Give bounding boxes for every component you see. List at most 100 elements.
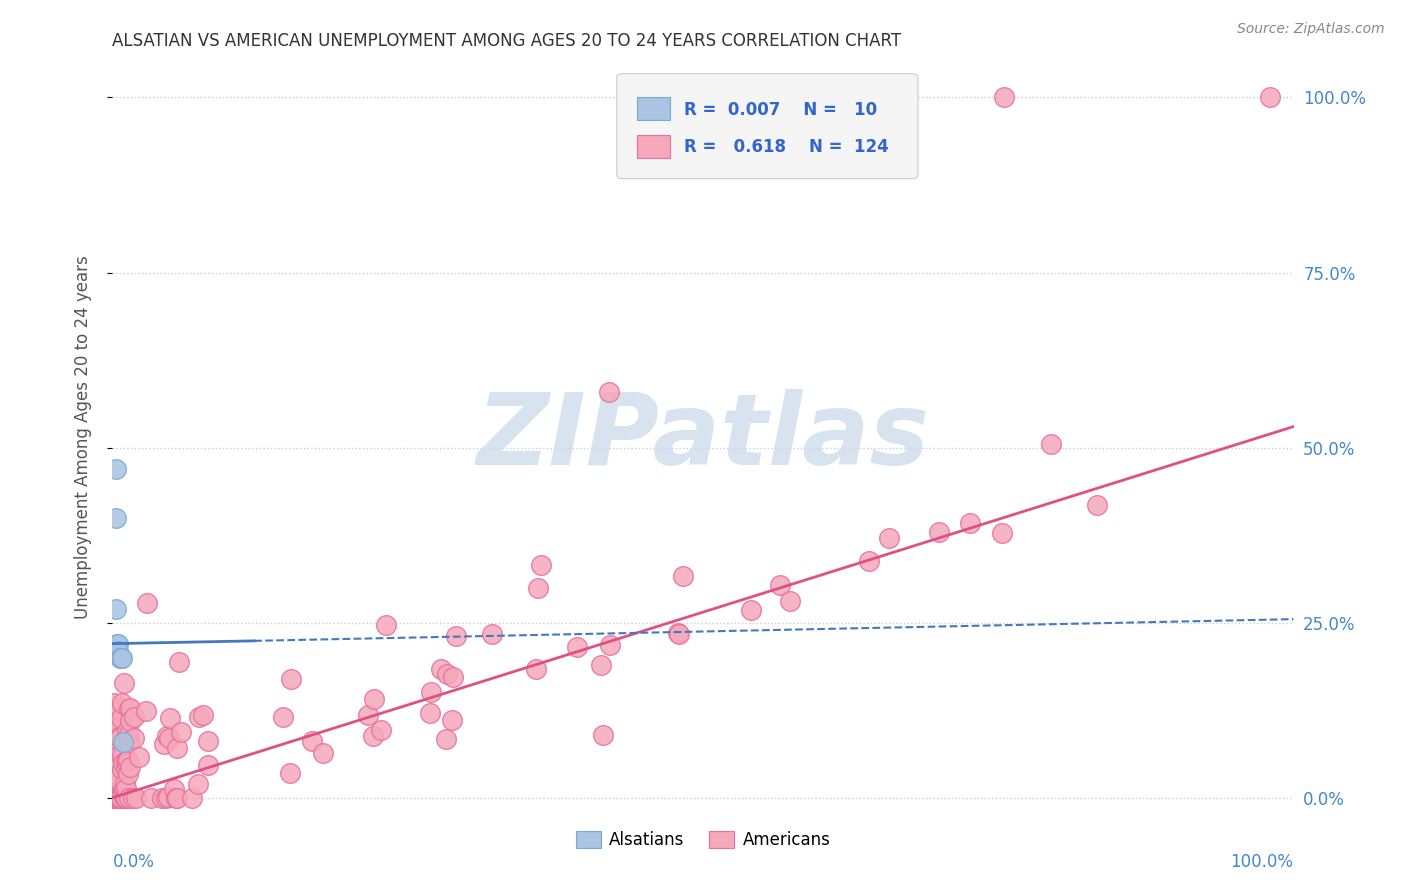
Bar	[637, 135, 669, 158]
Point	[136, 596, 159, 610]
Point	[420, 684, 443, 698]
Point	[187, 710, 209, 724]
Point	[165, 790, 187, 805]
Point	[125, 790, 148, 805]
Point	[150, 790, 173, 805]
Point	[114, 790, 136, 805]
Point	[187, 777, 209, 791]
Point	[107, 790, 129, 805]
Point	[110, 703, 132, 717]
Point	[112, 734, 135, 748]
Point	[115, 756, 138, 771]
Point	[959, 516, 981, 530]
Point	[104, 790, 127, 805]
Point	[118, 702, 141, 716]
Point	[156, 729, 179, 743]
Point	[101, 790, 124, 805]
Point	[769, 578, 792, 592]
Point	[117, 766, 139, 780]
Point	[197, 734, 219, 748]
Point	[108, 731, 131, 745]
Point	[101, 704, 124, 718]
Legend: Alsatians, Americans: Alsatians, Americans	[569, 824, 837, 855]
Point	[436, 666, 458, 681]
Point	[598, 384, 620, 399]
Point	[112, 756, 135, 771]
Point	[180, 790, 202, 805]
Point	[110, 790, 132, 805]
Point	[107, 790, 129, 805]
FancyBboxPatch shape	[617, 74, 918, 178]
Point	[191, 707, 214, 722]
Point	[280, 672, 302, 686]
Point	[117, 753, 139, 767]
Point	[101, 790, 124, 805]
Point	[111, 650, 134, 665]
Point	[108, 650, 131, 665]
Point	[112, 789, 135, 804]
Point	[118, 760, 141, 774]
Point	[363, 691, 385, 706]
Text: 100.0%: 100.0%	[1230, 853, 1294, 871]
Point	[108, 704, 131, 718]
Point	[589, 658, 612, 673]
Point	[278, 766, 301, 780]
Point	[104, 790, 127, 805]
Text: ZIPatlas: ZIPatlas	[477, 389, 929, 485]
Point	[114, 776, 136, 790]
Y-axis label: Unemployment Among Ages 20 to 24 years: Unemployment Among Ages 20 to 24 years	[73, 255, 91, 619]
Point	[197, 758, 219, 772]
Point	[107, 716, 129, 731]
Point	[105, 510, 128, 524]
Point	[893, 90, 915, 104]
Point	[112, 781, 135, 796]
Point	[271, 709, 294, 723]
Point	[141, 790, 163, 805]
Point	[108, 747, 131, 761]
Point	[114, 790, 136, 805]
Point	[666, 626, 689, 640]
Point	[128, 749, 150, 764]
Point	[111, 762, 134, 776]
Point	[157, 731, 180, 745]
Point	[301, 733, 323, 747]
Point	[993, 90, 1015, 104]
Point	[107, 790, 129, 805]
Point	[312, 746, 335, 760]
Point	[103, 711, 125, 725]
Point	[112, 675, 135, 690]
Point	[877, 531, 900, 545]
Point	[118, 790, 141, 805]
Point	[104, 790, 127, 805]
Point	[107, 637, 129, 651]
Point	[166, 790, 188, 805]
Point	[419, 706, 441, 720]
Point	[105, 461, 128, 475]
Point	[155, 790, 177, 805]
Point	[110, 711, 132, 725]
Point	[440, 713, 463, 727]
Point	[1085, 498, 1108, 512]
Point	[105, 601, 128, 615]
Point	[370, 723, 392, 737]
Point	[104, 779, 127, 793]
Point	[169, 656, 191, 670]
Point	[527, 581, 550, 595]
Point	[170, 725, 193, 739]
Point	[481, 627, 503, 641]
Point	[104, 790, 127, 805]
Point	[668, 626, 690, 640]
Point	[108, 730, 131, 744]
Point	[444, 629, 467, 643]
Point	[107, 790, 129, 805]
Point	[124, 731, 146, 746]
Point	[135, 704, 157, 718]
Point	[103, 697, 125, 711]
Text: 0.0%: 0.0%	[112, 853, 155, 871]
Point	[153, 738, 176, 752]
Point	[157, 790, 180, 805]
Point	[567, 640, 589, 655]
Point	[858, 554, 880, 568]
Point	[599, 639, 621, 653]
Point	[434, 731, 457, 746]
